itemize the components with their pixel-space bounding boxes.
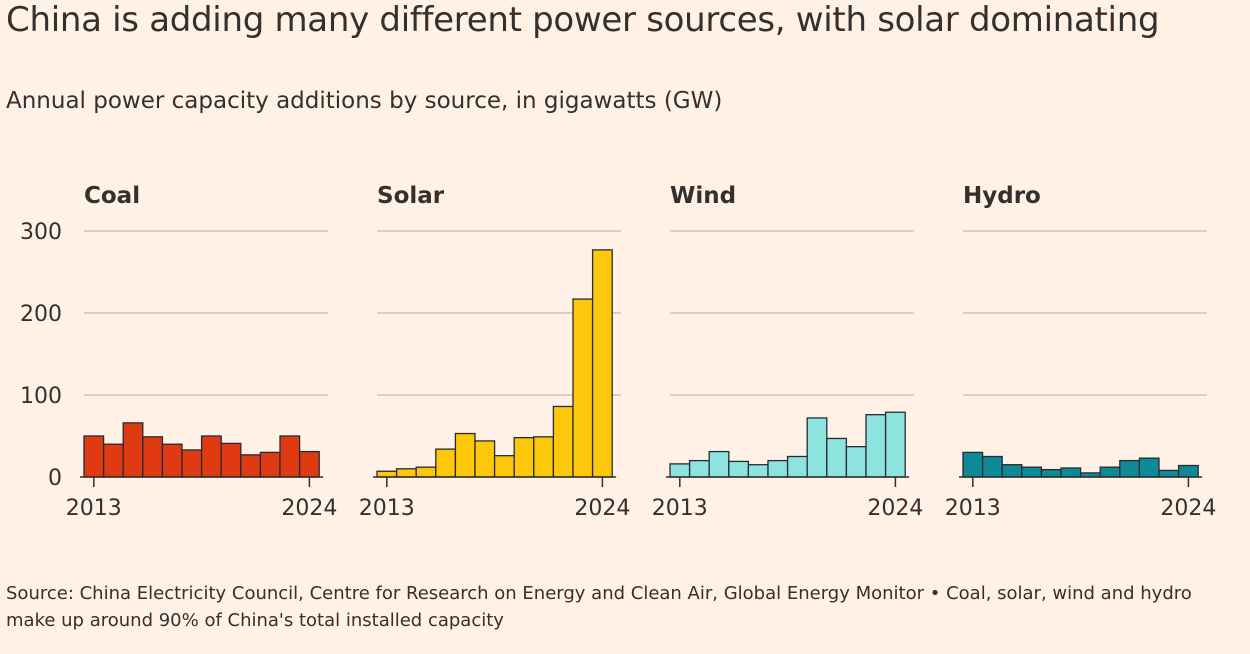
- x-tick-label: 2024: [867, 496, 923, 521]
- bar: [200, 435, 222, 478]
- bar: [806, 417, 828, 478]
- panel-solar: Solar 2013 2024: [359, 183, 631, 521]
- bar: [259, 451, 281, 478]
- bar: [1177, 464, 1199, 478]
- bar: [981, 455, 1003, 478]
- panel-title: Coal: [84, 183, 140, 209]
- bar: [474, 440, 496, 478]
- bar: [688, 459, 710, 478]
- x-tick-label: 2024: [281, 496, 337, 521]
- bar: [708, 450, 730, 478]
- bar: [533, 436, 555, 478]
- x-tick-label: 2013: [652, 496, 708, 521]
- bar: [1158, 469, 1180, 478]
- bar: [435, 448, 457, 478]
- bar: [102, 443, 124, 478]
- bar: [1119, 459, 1141, 478]
- bar: [552, 405, 574, 478]
- bar: [83, 435, 105, 478]
- x-tick-label: 2013: [945, 496, 1001, 521]
- y-tick-label: 100: [20, 384, 62, 409]
- bar: [767, 459, 789, 478]
- small-multiples-chart: Coal 0 100 200 300 2013 2024 Solar 2013 2024 Wind 2…: [20, 183, 1217, 521]
- bar: [1021, 466, 1043, 478]
- bar: [220, 442, 242, 478]
- bar: [669, 463, 691, 478]
- x-tick-label: 2024: [1160, 496, 1216, 521]
- bar: [1001, 464, 1023, 478]
- bar: [279, 435, 301, 478]
- panel-title: Solar: [377, 183, 445, 209]
- bar: [161, 443, 183, 478]
- panel-wind: Wind 2013 2024: [652, 183, 924, 521]
- bar: [1138, 457, 1160, 478]
- bar: [493, 455, 515, 478]
- bar: [415, 466, 437, 478]
- bar: [728, 460, 750, 478]
- panel-hydro: Hydro 2013 2024: [945, 183, 1217, 521]
- source-note: Source: China Electricity Council, Centr…: [6, 583, 1192, 631]
- panel-title: Hydro: [963, 183, 1041, 209]
- bar: [395, 468, 417, 478]
- bar: [142, 436, 164, 478]
- x-tick-label: 2024: [574, 496, 630, 521]
- bar: [454, 432, 476, 478]
- bar: [591, 249, 613, 478]
- panel-coal: Coal 0 100 200 300 2013 2024: [20, 183, 337, 521]
- bar: [122, 422, 144, 478]
- bar: [513, 436, 535, 478]
- bar: [1099, 466, 1121, 478]
- bar: [181, 449, 203, 478]
- bar: [572, 298, 594, 478]
- bar: [1060, 467, 1082, 478]
- panel-title: Wind: [670, 183, 736, 209]
- bar: [826, 437, 848, 478]
- bar: [240, 454, 262, 478]
- chart-title: China is adding many different power sou…: [6, 0, 1160, 40]
- bar: [376, 470, 398, 478]
- bar: [865, 414, 887, 478]
- x-tick-label: 2013: [359, 496, 415, 521]
- bar: [845, 446, 867, 478]
- bar: [1040, 468, 1062, 478]
- bar: [747, 464, 769, 478]
- y-tick-label: 300: [20, 220, 62, 245]
- y-tick-label: 200: [20, 302, 62, 327]
- bar: [962, 451, 984, 478]
- bar: [786, 455, 808, 478]
- bar: [298, 450, 320, 478]
- chart-subtitle: Annual power capacity additions by sourc…: [6, 88, 723, 114]
- y-tick-label: 0: [48, 466, 62, 491]
- x-tick-label: 2013: [66, 496, 122, 521]
- bar: [884, 411, 906, 478]
